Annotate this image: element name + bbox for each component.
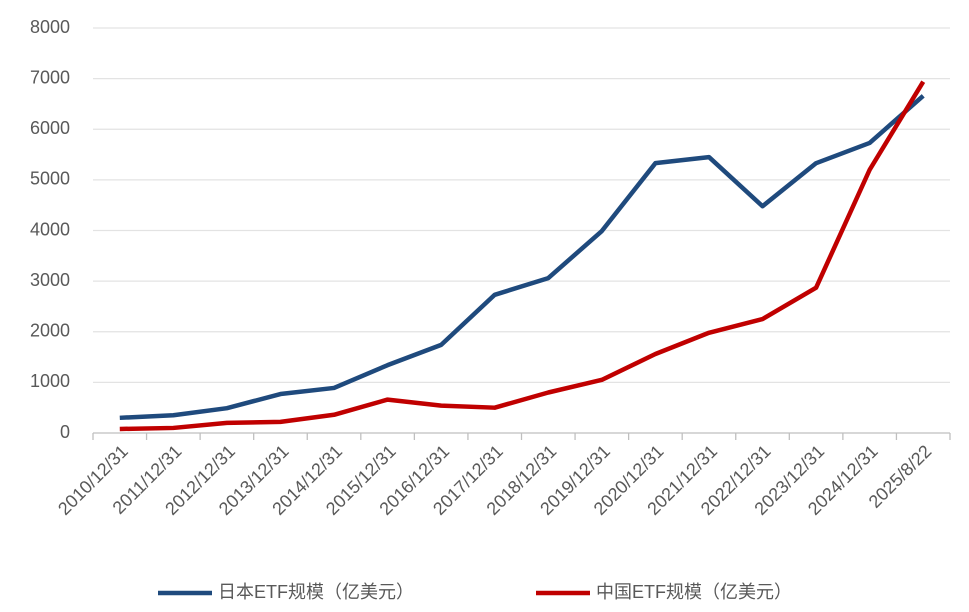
y-tick-label: 4000 xyxy=(30,219,70,239)
y-tick-label: 5000 xyxy=(30,169,70,189)
y-tick-label: 3000 xyxy=(30,270,70,290)
legend-label: 中国ETF规模（亿美元） xyxy=(596,582,792,602)
y-tick-label: 2000 xyxy=(30,321,70,341)
y-tick-label: 1000 xyxy=(30,371,70,391)
legend-label: 日本ETF规模（亿美元） xyxy=(218,582,414,602)
y-tick-label: 8000 xyxy=(30,17,70,37)
series-line xyxy=(119,80,926,432)
y-tick-label: 6000 xyxy=(30,118,70,138)
y-tick-label: 0 xyxy=(60,422,70,442)
y-tick-label: 7000 xyxy=(30,67,70,87)
series-line xyxy=(119,94,925,421)
